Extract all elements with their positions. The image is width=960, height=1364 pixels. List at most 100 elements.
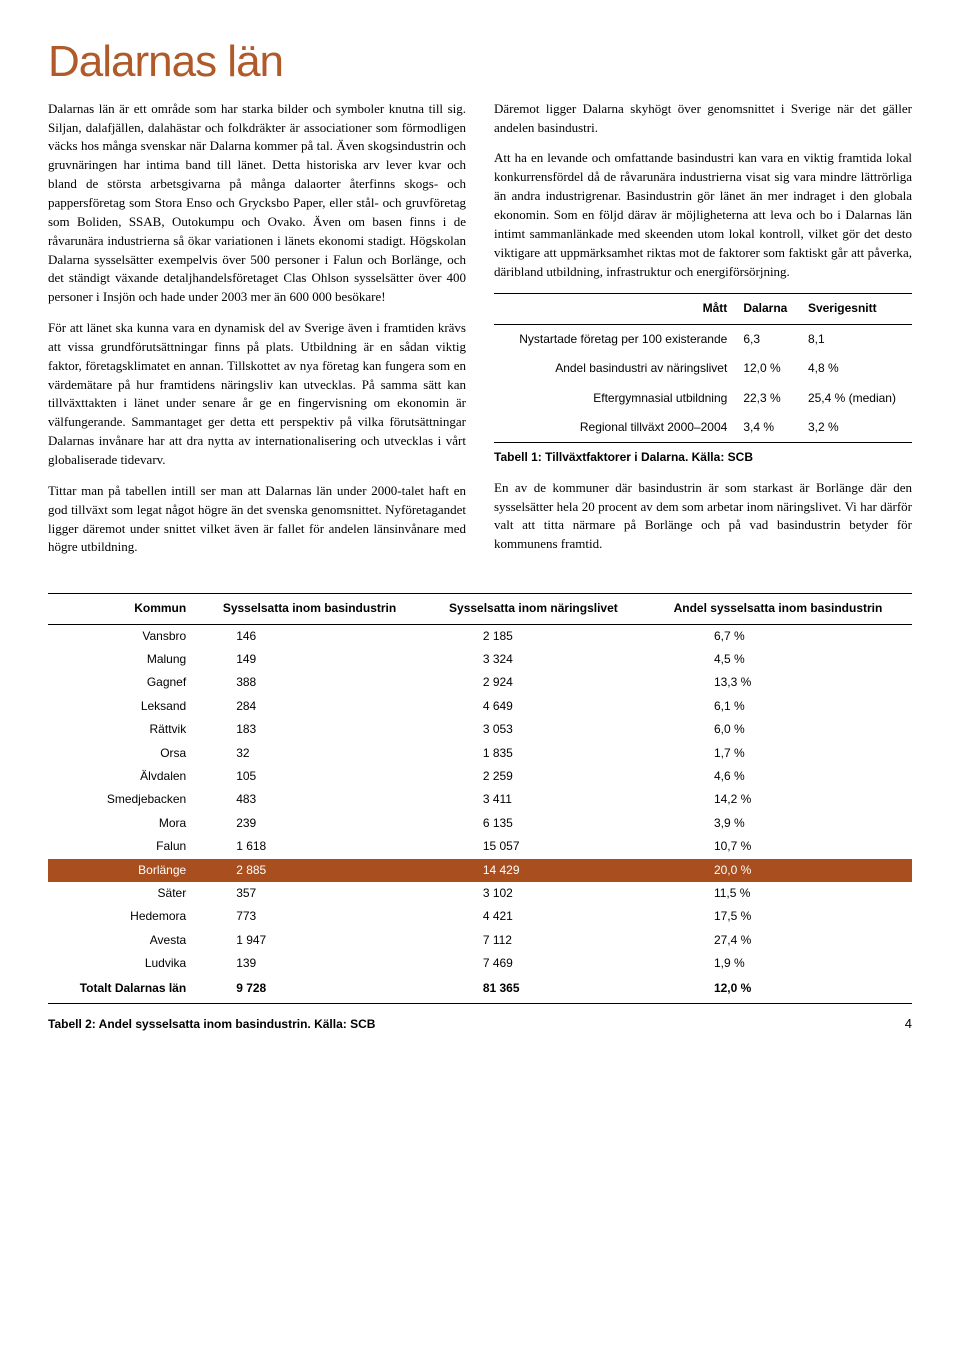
page-footer: Tabell 2: Andel sysselsatta inom basindu… — [48, 1010, 912, 1045]
table-cell: 6,0 % — [644, 718, 912, 741]
page-number: 4 — [905, 1015, 912, 1034]
table-cell: 2 185 — [423, 624, 644, 648]
table-cell: Rättvik — [48, 718, 196, 741]
body-paragraph: Däremot ligger Dalarna skyhögt över geno… — [494, 100, 912, 138]
table-cell: Regional tillväxt 2000–2004 — [494, 413, 735, 443]
table-header: Sverigesnitt — [800, 294, 912, 324]
table-cell: 11,5 % — [644, 882, 912, 905]
two-column-layout: Dalarnas län är ett område som har stark… — [48, 100, 912, 569]
table-header: Dalarna — [735, 294, 800, 324]
table-cell: 3 411 — [423, 788, 644, 811]
table-cell: 388 — [196, 671, 423, 694]
table-cell: 7 112 — [423, 929, 644, 952]
table-cell: Eftergymnasial utbildning — [494, 384, 735, 413]
table-cell: 105 — [196, 765, 423, 788]
table-cell: 1,9 % — [644, 952, 912, 975]
table-cell: Avesta — [48, 929, 196, 952]
table-row: Rättvik1833 0536,0 % — [48, 718, 912, 741]
table-cell: Andel basindustri av näringslivet — [494, 354, 735, 383]
table-row: Älvdalen1052 2594,6 % — [48, 765, 912, 788]
table-cell: 6,1 % — [644, 695, 912, 718]
table-row: Borlänge2 88514 42920,0 % — [48, 859, 912, 882]
table-cell: 13,3 % — [644, 671, 912, 694]
table-row: Avesta1 9477 11227,4 % — [48, 929, 912, 952]
table-row: Falun1 61815 05710,7 % — [48, 835, 912, 858]
table-row: Eftergymnasial utbildning22,3 %25,4 % (m… — [494, 384, 912, 413]
table-row-total: Totalt Dalarnas län9 72881 36512,0 % — [48, 975, 912, 1003]
table-cell: 27,4 % — [644, 929, 912, 952]
table-cell: 3,9 % — [644, 812, 912, 835]
table-cell: Orsa — [48, 742, 196, 765]
table-cell: 2 885 — [196, 859, 423, 882]
table-cell: 773 — [196, 905, 423, 928]
table-cell: 149 — [196, 648, 423, 671]
table-cell: 9 728 — [196, 975, 423, 1003]
table-cell: Falun — [48, 835, 196, 858]
table-cell: 14 429 — [423, 859, 644, 882]
table-header: Mått — [494, 294, 735, 324]
table-2-municipalities: Kommun Sysselsatta inom basindustrin Sys… — [48, 593, 912, 1004]
table-header: Sysselsatta inom basindustrin — [196, 594, 423, 624]
table-cell: Älvdalen — [48, 765, 196, 788]
table-row: Malung1493 3244,5 % — [48, 648, 912, 671]
table-cell: 3 324 — [423, 648, 644, 671]
table-row: Ludvika1397 4691,9 % — [48, 952, 912, 975]
table-cell: 7 469 — [423, 952, 644, 975]
table-cell: 483 — [196, 788, 423, 811]
table-cell: 3 053 — [423, 718, 644, 741]
right-column: Däremot ligger Dalarna skyhögt över geno… — [494, 100, 912, 569]
table-cell: 1 835 — [423, 742, 644, 765]
table-cell: 10,7 % — [644, 835, 912, 858]
table-cell: Gagnef — [48, 671, 196, 694]
table-header: Sysselsatta inom näringslivet — [423, 594, 644, 624]
table-row: Hedemora7734 42117,5 % — [48, 905, 912, 928]
table-cell: 3,2 % — [800, 413, 912, 443]
table-row: Mora2396 1353,9 % — [48, 812, 912, 835]
table-cell: 4 421 — [423, 905, 644, 928]
table-2-caption: Tabell 2: Andel sysselsatta inom basindu… — [48, 1016, 375, 1033]
table-cell: Leksand — [48, 695, 196, 718]
table-row: Orsa321 8351,7 % — [48, 742, 912, 765]
table-cell: Hedemora — [48, 905, 196, 928]
table-cell: 32 — [196, 742, 423, 765]
body-paragraph: Tittar man på tabellen intill ser man at… — [48, 482, 466, 557]
table-cell: 139 — [196, 952, 423, 975]
table-cell: 183 — [196, 718, 423, 741]
table-cell: Nystartade företag per 100 existerande — [494, 324, 735, 354]
table-cell: 6,3 — [735, 324, 800, 354]
table-cell: 1,7 % — [644, 742, 912, 765]
table-row: Regional tillväxt 2000–20043,4 %3,2 % — [494, 413, 912, 443]
table-cell: 17,5 % — [644, 905, 912, 928]
table-cell: Vansbro — [48, 624, 196, 648]
table-cell: 2 924 — [423, 671, 644, 694]
table-row: Leksand2844 6496,1 % — [48, 695, 912, 718]
table-cell: Borlänge — [48, 859, 196, 882]
table-cell: 3 102 — [423, 882, 644, 905]
table-cell: 3,4 % — [735, 413, 800, 443]
table-cell: 14,2 % — [644, 788, 912, 811]
table-cell: 6 135 — [423, 812, 644, 835]
table-cell: 22,3 % — [735, 384, 800, 413]
body-paragraph: Dalarnas län är ett område som har stark… — [48, 100, 466, 307]
table-cell: Malung — [48, 648, 196, 671]
table-cell: 6,7 % — [644, 624, 912, 648]
table-row: Nystartade företag per 100 existerande6,… — [494, 324, 912, 354]
body-paragraph: För att länet ska kunna vara en dynamisk… — [48, 319, 466, 470]
table-cell: Smedjebacken — [48, 788, 196, 811]
table-row: Smedjebacken4833 41114,2 % — [48, 788, 912, 811]
table-cell: 20,0 % — [644, 859, 912, 882]
table-cell: 15 057 — [423, 835, 644, 858]
table-row: Vansbro1462 1856,7 % — [48, 624, 912, 648]
table-header: Andel sysselsatta inom basindustrin — [644, 594, 912, 624]
table-1-growth-factors: Mått Dalarna Sverigesnitt Nystartade för… — [494, 293, 912, 443]
table-cell: 4 649 — [423, 695, 644, 718]
table-cell: 8,1 — [800, 324, 912, 354]
table-cell: 2 259 — [423, 765, 644, 788]
body-paragraph: Att ha en levande och omfattande basindu… — [494, 149, 912, 281]
table-cell: 1 618 — [196, 835, 423, 858]
page-title: Dalarnas län — [48, 30, 912, 94]
table-row: Gagnef3882 92413,3 % — [48, 671, 912, 694]
table-cell: 1 947 — [196, 929, 423, 952]
table-cell: 12,0 % — [735, 354, 800, 383]
table-cell: 357 — [196, 882, 423, 905]
